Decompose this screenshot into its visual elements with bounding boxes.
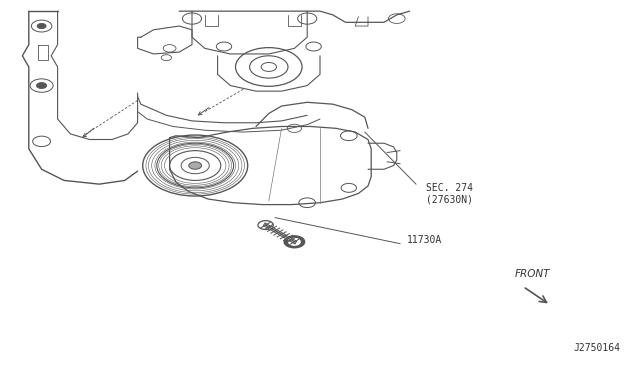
Text: J2750164: J2750164 <box>574 343 621 353</box>
Text: FRONT: FRONT <box>515 269 550 279</box>
Circle shape <box>189 162 202 169</box>
Circle shape <box>284 236 305 248</box>
Circle shape <box>37 23 46 29</box>
Circle shape <box>289 238 300 245</box>
Circle shape <box>36 83 47 89</box>
Text: 11730A: 11730A <box>406 235 442 245</box>
Text: SEC. 274
(27630N): SEC. 274 (27630N) <box>426 183 472 204</box>
